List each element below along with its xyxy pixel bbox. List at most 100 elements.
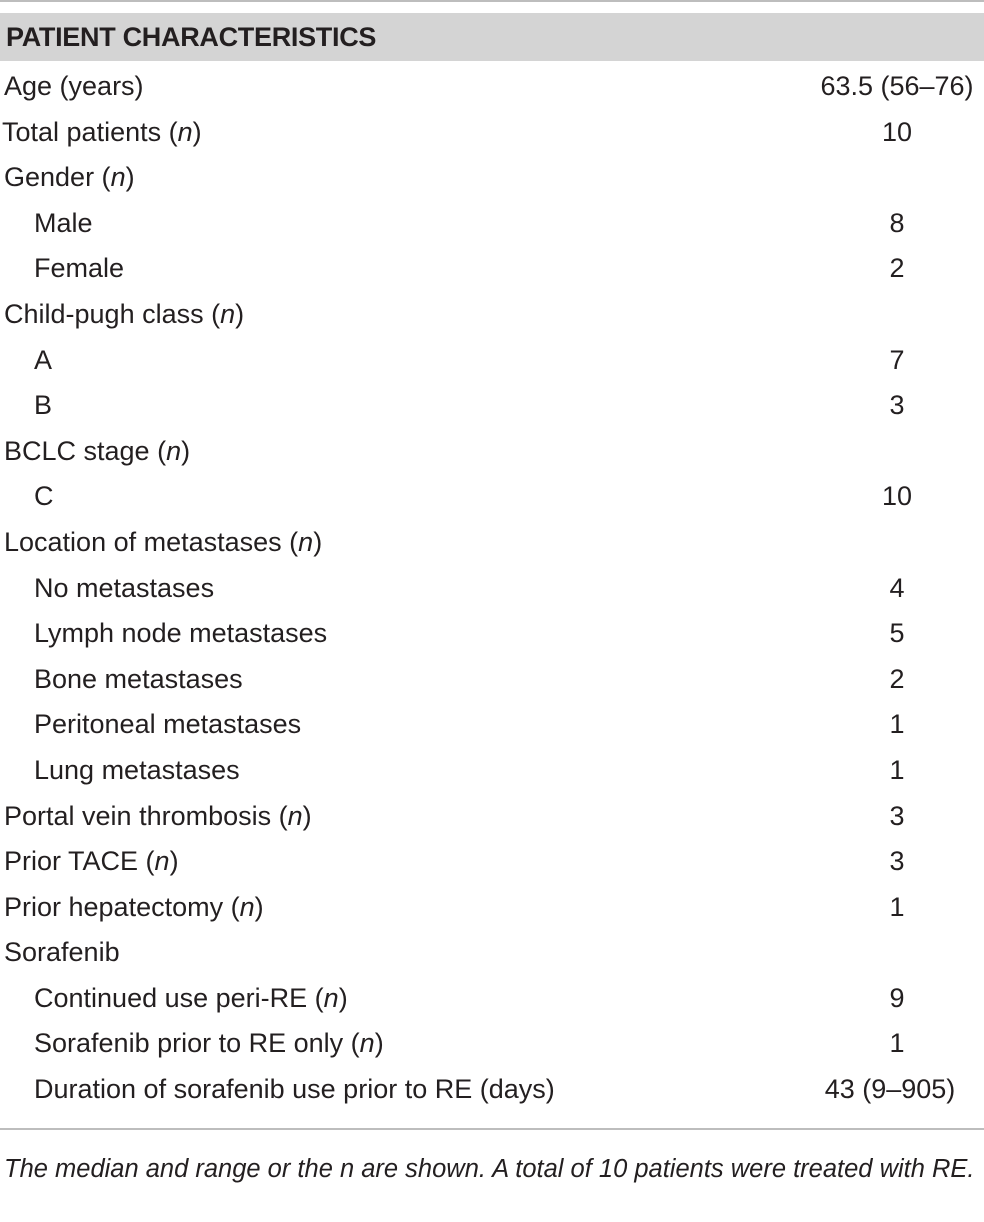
row-label: A (34, 338, 52, 384)
row-label: Prior TACE (n) (4, 839, 179, 885)
row-label: Prior hepatectomy (n) (4, 885, 264, 931)
row-value: 3 (889, 800, 905, 831)
row-label-text: Male (34, 207, 93, 238)
row-label-text: Continued use peri-RE ( (34, 982, 324, 1013)
top-rule (0, 0, 984, 2)
row-label: Total patients (n) (2, 110, 202, 156)
row-label: Lymph node metastases (34, 611, 327, 657)
row-label-text: Female (34, 253, 125, 284)
row-label-text: A (34, 344, 53, 375)
row-label-n: n (359, 1028, 375, 1059)
row-value: 1 (889, 891, 905, 922)
table-row: Peritoneal metastases 1 (0, 702, 984, 748)
table-row: Portal vein thrombosis (n) 3 (0, 794, 984, 840)
row-value: 43 (9–905) (824, 1074, 956, 1105)
row-label-suffix: ) (254, 891, 264, 922)
row-value: 3 (889, 390, 905, 421)
table-row: BCLC stage (n) (0, 429, 984, 475)
row-label: Gender (n) (4, 155, 135, 201)
row-label-text: BCLC stage ( (4, 435, 167, 466)
table-row: Male 8 (0, 201, 984, 247)
table-row: C 10 (0, 474, 984, 520)
table-row: Bone metastases 2 (0, 657, 984, 703)
row-value: 9 (889, 982, 905, 1013)
row-label-text: Sorafenib prior to RE only ( (34, 1028, 360, 1059)
row-label-text: Lung metastases (34, 754, 240, 785)
row-label-n: n (239, 891, 255, 922)
row-label-text: Lymph node metastases (34, 618, 328, 649)
row-label: Peritoneal metastases (34, 702, 301, 748)
row-value: 1 (889, 754, 905, 785)
row-label: Portal vein thrombosis (n) (4, 794, 312, 840)
row-label-n: n (298, 526, 314, 557)
row-label: Sorafenib (4, 930, 120, 976)
row-value: 4 (889, 572, 905, 603)
row-label: BCLC stage (n) (4, 429, 190, 475)
table-row: Lymph node metastases 5 (0, 611, 984, 657)
table-row: Female 2 (0, 246, 984, 292)
row-label: Lung metastases (34, 748, 240, 794)
row-label: Bone metastases (34, 657, 243, 703)
bottom-rule (0, 1128, 984, 1130)
row-label-text: Prior hepatectomy ( (4, 891, 240, 922)
row-value: 2 (889, 663, 905, 694)
row-label-text: Location of metastases ( (4, 526, 299, 557)
table-row: Prior hepatectomy (n) 1 (0, 885, 984, 931)
row-label: Age (years) (4, 64, 144, 110)
row-label: Male (34, 201, 93, 247)
table-row: Lung metastases 1 (0, 748, 984, 794)
row-label-suffix: ) (181, 435, 191, 466)
row-value: 10 (881, 481, 913, 512)
table-row: Sorafenib prior to RE only (n) 1 (0, 1021, 984, 1067)
row-label-text: B (34, 390, 53, 421)
row-label-text: Bone metastases (34, 663, 243, 694)
row-label: Sorafenib prior to RE only (n) (34, 1021, 384, 1067)
row-label-n: n (287, 800, 303, 831)
table-body: Age (years) 63.5 (56–76) Total patients (n… (0, 64, 984, 1113)
row-value: 5 (889, 618, 905, 649)
row-label: B (34, 383, 52, 429)
row-label-n: n (220, 298, 236, 329)
table-row: No metastases 4 (0, 566, 984, 612)
table-row: Prior TACE (n) 3 (0, 839, 984, 885)
row-value: 63.5 (56–76) (820, 71, 974, 101)
row-label-text: No metastases (34, 572, 215, 603)
row-label-n: n (177, 116, 193, 147)
table-header-title: PATIENT CHARACTERISTICS (6, 22, 377, 52)
row-value: 3 (889, 846, 905, 877)
row-label-suffix: ) (338, 982, 348, 1013)
table-row: Total patients (n) 10 (0, 110, 984, 156)
row-label: No metastases (34, 566, 214, 612)
row-label: Duration of sorafenib use prior to RE (d… (34, 1067, 555, 1113)
table-row: Duration of sorafenib use prior to RE (d… (0, 1067, 984, 1113)
row-label-suffix: ) (302, 800, 312, 831)
row-label-text: Total patients ( (2, 116, 178, 147)
table-footnote: The median and range or the n are shown.… (4, 1155, 975, 1183)
row-label-text: Child-pugh class ( (4, 298, 221, 329)
row-label-suffix: ) (192, 116, 202, 147)
row-value: 7 (889, 344, 905, 375)
row-label-suffix: ) (374, 1028, 384, 1059)
row-label: Location of metastases (n) (4, 520, 322, 566)
row-label-suffix: ) (169, 846, 179, 877)
row-label-text: Gender ( (4, 162, 111, 193)
table-row: Age (years) 63.5 (56–76) (0, 64, 984, 110)
row-label-text: C (34, 481, 54, 512)
table-row: Continued use peri-RE (n) 9 (0, 976, 984, 1022)
row-label: C (34, 474, 54, 520)
row-value: 2 (889, 253, 905, 284)
row-label-suffix: ) (235, 298, 245, 329)
row-label-suffix: ) (125, 162, 135, 193)
row-label: Child-pugh class (n) (4, 292, 244, 338)
row-label-text: Peritoneal metastases (34, 709, 302, 740)
table-row: Child-pugh class (n) (0, 292, 984, 338)
row-value: 1 (889, 709, 905, 740)
row-label-text: Portal vein thrombosis ( (4, 800, 288, 831)
row-label: Continued use peri-RE (n) (34, 976, 348, 1022)
row-label-n: n (166, 435, 182, 466)
row-label-n: n (154, 846, 170, 877)
table-row: Sorafenib (0, 930, 984, 976)
row-label: Female (34, 246, 124, 292)
row-label-text: Age (years) (4, 71, 144, 101)
